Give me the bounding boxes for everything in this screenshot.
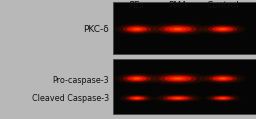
- Ellipse shape: [220, 98, 225, 99]
- Ellipse shape: [164, 26, 192, 32]
- Ellipse shape: [163, 95, 193, 101]
- Ellipse shape: [211, 96, 234, 101]
- Ellipse shape: [115, 73, 159, 84]
- Text: PEs: PEs: [129, 1, 145, 10]
- Ellipse shape: [126, 96, 148, 101]
- Ellipse shape: [174, 78, 182, 79]
- Ellipse shape: [220, 78, 226, 79]
- Ellipse shape: [148, 72, 208, 85]
- Ellipse shape: [212, 27, 233, 32]
- Ellipse shape: [131, 27, 143, 31]
- Ellipse shape: [204, 25, 242, 34]
- Ellipse shape: [212, 76, 233, 81]
- Ellipse shape: [129, 96, 145, 100]
- Ellipse shape: [159, 25, 197, 33]
- Ellipse shape: [158, 95, 198, 102]
- Ellipse shape: [215, 97, 231, 100]
- Ellipse shape: [119, 24, 155, 34]
- Ellipse shape: [204, 94, 241, 102]
- Ellipse shape: [174, 28, 182, 30]
- Ellipse shape: [164, 76, 191, 81]
- Ellipse shape: [216, 28, 229, 31]
- Bar: [113, 60, 256, 114]
- Bar: [113, 2, 256, 54]
- Ellipse shape: [153, 24, 203, 34]
- Ellipse shape: [169, 77, 186, 80]
- Ellipse shape: [169, 27, 187, 31]
- Ellipse shape: [127, 27, 147, 32]
- Text: PMA: PMA: [168, 1, 188, 10]
- Ellipse shape: [219, 28, 226, 30]
- Text: PKC-δ: PKC-δ: [83, 25, 109, 34]
- Ellipse shape: [153, 74, 202, 84]
- Ellipse shape: [204, 74, 241, 83]
- Ellipse shape: [199, 24, 246, 35]
- Ellipse shape: [123, 25, 151, 33]
- Ellipse shape: [134, 28, 140, 30]
- Ellipse shape: [167, 96, 189, 100]
- Ellipse shape: [135, 98, 139, 99]
- Ellipse shape: [175, 98, 181, 99]
- Text: Control: Control: [206, 1, 239, 10]
- Ellipse shape: [123, 95, 151, 101]
- Ellipse shape: [208, 95, 238, 101]
- Ellipse shape: [119, 74, 155, 83]
- Ellipse shape: [171, 97, 185, 99]
- Ellipse shape: [218, 97, 228, 99]
- Ellipse shape: [114, 23, 159, 35]
- Ellipse shape: [159, 75, 197, 82]
- Ellipse shape: [200, 73, 246, 84]
- Ellipse shape: [147, 23, 209, 36]
- Ellipse shape: [131, 77, 143, 80]
- Ellipse shape: [208, 26, 238, 33]
- Ellipse shape: [208, 75, 237, 82]
- Ellipse shape: [127, 76, 147, 81]
- Ellipse shape: [123, 75, 151, 82]
- Ellipse shape: [154, 94, 202, 102]
- Text: Cleaved Caspase-3: Cleaved Caspase-3: [32, 94, 109, 103]
- Ellipse shape: [132, 97, 142, 99]
- Ellipse shape: [120, 94, 154, 102]
- Text: Pro-caspase-3: Pro-caspase-3: [52, 76, 109, 85]
- Ellipse shape: [216, 77, 229, 80]
- Ellipse shape: [134, 78, 140, 79]
